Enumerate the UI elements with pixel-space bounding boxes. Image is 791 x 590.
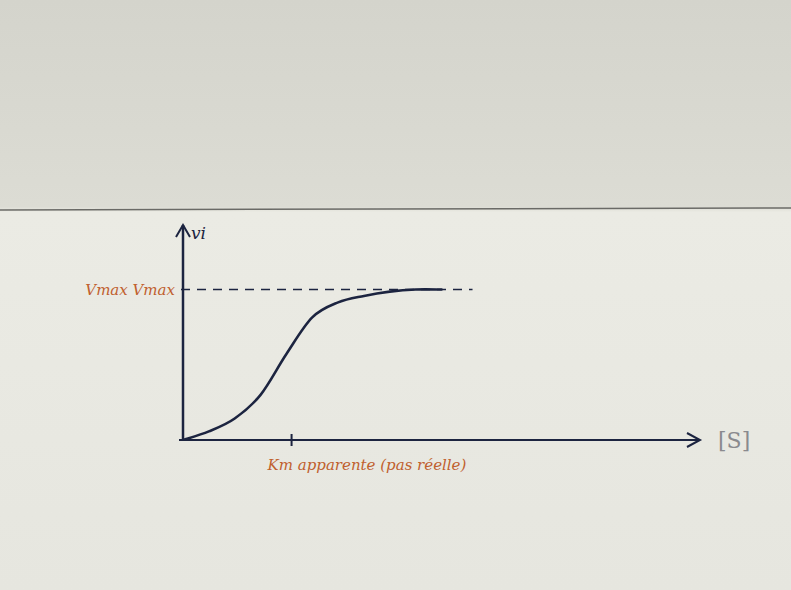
curve — [183, 289, 442, 440]
x-axis-title: [S] — [718, 428, 750, 453]
plot-marks — [183, 289, 442, 440]
y-axis-title: vi — [191, 223, 206, 243]
paper-fold — [0, 208, 791, 210]
paper — [0, 0, 791, 590]
x-tick — [291, 434, 293, 446]
y-tick-label: Vmax Vmax — [85, 281, 175, 299]
chart: Vmax Vmax Km apparente (pas réelle) vi [S] — [0, 0, 791, 590]
y-axis — [182, 225, 185, 440]
x-tick-label: Km apparente (pas réelle) — [267, 456, 467, 474]
y-axis-arrow — [176, 225, 190, 237]
x-axis — [179, 439, 700, 441]
x-axis-arrow — [687, 433, 700, 447]
